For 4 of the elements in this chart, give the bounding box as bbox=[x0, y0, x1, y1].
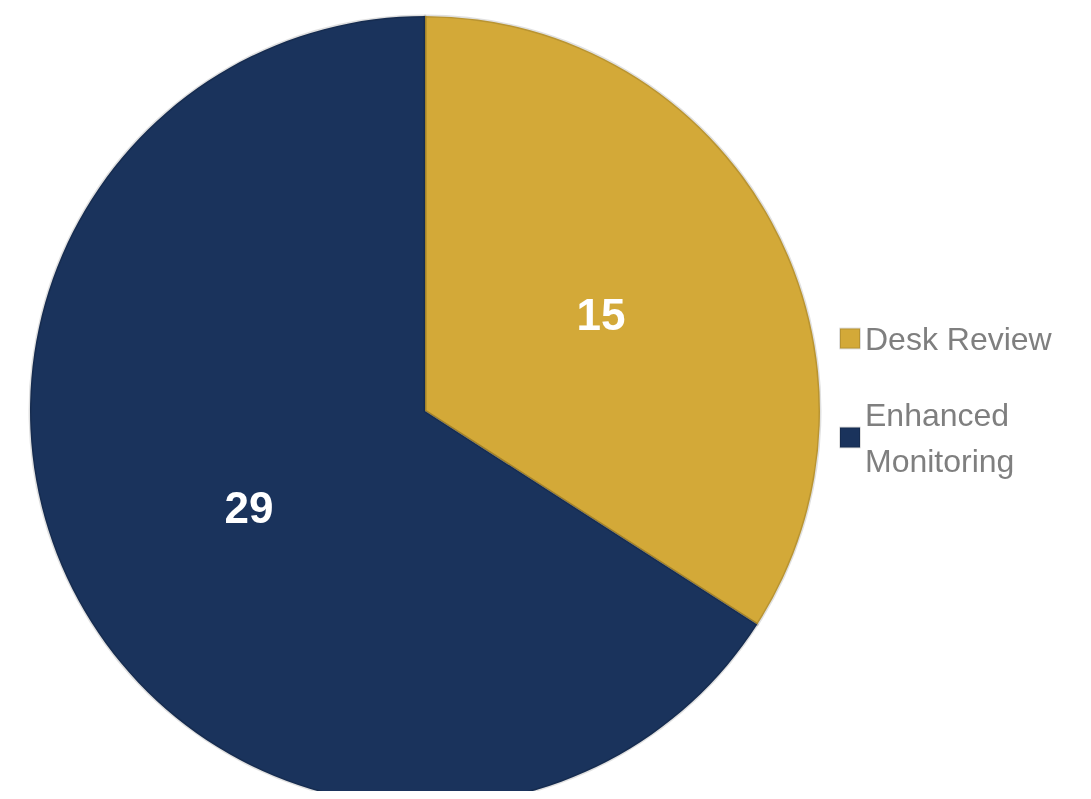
data-label: 15 bbox=[576, 290, 626, 340]
legend-label: Desk Review bbox=[865, 320, 1053, 357]
legend-label: Enhanced Monitoring bbox=[865, 396, 1019, 479]
data-label: 29 bbox=[224, 482, 274, 532]
